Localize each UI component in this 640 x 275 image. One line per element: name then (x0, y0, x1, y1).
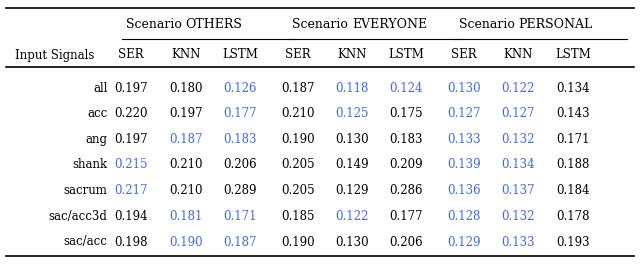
Text: 0.210: 0.210 (281, 107, 314, 120)
Text: 0.129: 0.129 (447, 235, 481, 249)
Text: 0.128: 0.128 (447, 210, 481, 223)
Text: 0.188: 0.188 (556, 158, 589, 172)
Text: 0.206: 0.206 (390, 235, 423, 249)
Text: 0.143: 0.143 (556, 107, 589, 120)
Text: SER: SER (285, 48, 310, 62)
Text: Scenario: Scenario (125, 18, 186, 31)
Text: Scenario: Scenario (292, 18, 352, 31)
Text: OTHERS: OTHERS (186, 18, 243, 31)
Text: SER: SER (118, 48, 144, 62)
Text: 0.193: 0.193 (556, 235, 589, 249)
Text: 0.177: 0.177 (223, 107, 257, 120)
Text: 0.171: 0.171 (223, 210, 257, 223)
Text: 0.190: 0.190 (169, 235, 202, 249)
Text: 0.215: 0.215 (115, 158, 148, 172)
Text: LSTM: LSTM (222, 48, 258, 62)
Text: 0.194: 0.194 (115, 210, 148, 223)
Text: SER: SER (451, 48, 477, 62)
Text: 0.198: 0.198 (115, 235, 148, 249)
Text: shank: shank (72, 158, 108, 172)
Text: 0.126: 0.126 (223, 81, 257, 95)
Text: 0.130: 0.130 (335, 235, 369, 249)
Text: Scenario: Scenario (458, 18, 518, 31)
Text: KNN: KNN (504, 48, 533, 62)
Text: 0.206: 0.206 (223, 158, 257, 172)
Text: 0.217: 0.217 (115, 184, 148, 197)
Text: 0.205: 0.205 (281, 158, 314, 172)
Text: 0.132: 0.132 (502, 210, 535, 223)
Text: 0.127: 0.127 (502, 107, 535, 120)
Text: 0.197: 0.197 (115, 81, 148, 95)
Text: 0.205: 0.205 (281, 184, 314, 197)
Text: KNN: KNN (337, 48, 367, 62)
Text: PERSONAL: PERSONAL (518, 18, 593, 31)
Text: ang: ang (86, 133, 108, 146)
Text: 0.122: 0.122 (335, 210, 369, 223)
Text: 0.118: 0.118 (335, 81, 369, 95)
Text: 0.133: 0.133 (447, 133, 481, 146)
Text: 0.134: 0.134 (556, 81, 589, 95)
Text: 0.210: 0.210 (169, 158, 202, 172)
Text: 0.190: 0.190 (281, 133, 314, 146)
Text: sac/acc: sac/acc (63, 235, 108, 249)
Text: 0.289: 0.289 (223, 184, 257, 197)
Text: 0.136: 0.136 (447, 184, 481, 197)
Text: 0.124: 0.124 (390, 81, 423, 95)
Text: 0.171: 0.171 (556, 133, 589, 146)
Text: 0.130: 0.130 (447, 81, 481, 95)
Text: Input Signals: Input Signals (15, 48, 94, 62)
Text: 0.180: 0.180 (169, 81, 202, 95)
Text: EVERYONE: EVERYONE (352, 18, 427, 31)
Text: 0.184: 0.184 (556, 184, 589, 197)
Text: 0.133: 0.133 (502, 235, 535, 249)
Text: 0.177: 0.177 (390, 210, 423, 223)
Text: 0.125: 0.125 (335, 107, 369, 120)
Text: all: all (93, 81, 108, 95)
Text: 0.187: 0.187 (169, 133, 202, 146)
Text: 0.178: 0.178 (556, 210, 589, 223)
Text: 0.197: 0.197 (169, 107, 202, 120)
Text: 0.185: 0.185 (281, 210, 314, 223)
Text: 0.286: 0.286 (390, 184, 423, 197)
Text: 0.187: 0.187 (281, 81, 314, 95)
Text: acc: acc (87, 107, 108, 120)
Text: 0.134: 0.134 (502, 158, 535, 172)
Text: 0.175: 0.175 (390, 107, 423, 120)
Text: 0.137: 0.137 (502, 184, 535, 197)
Text: 0.187: 0.187 (223, 235, 257, 249)
Text: 0.190: 0.190 (281, 235, 314, 249)
Text: 0.181: 0.181 (169, 210, 202, 223)
Text: 0.149: 0.149 (335, 158, 369, 172)
Text: 0.220: 0.220 (115, 107, 148, 120)
Text: LSTM: LSTM (388, 48, 424, 62)
Text: 0.129: 0.129 (335, 184, 369, 197)
Text: 0.139: 0.139 (447, 158, 481, 172)
Text: 0.197: 0.197 (115, 133, 148, 146)
Text: 0.132: 0.132 (502, 133, 535, 146)
Text: 0.210: 0.210 (169, 184, 202, 197)
Text: sac/acc3d: sac/acc3d (49, 210, 108, 223)
Text: 0.183: 0.183 (223, 133, 257, 146)
Text: 0.209: 0.209 (390, 158, 423, 172)
Text: 0.122: 0.122 (502, 81, 535, 95)
Text: 0.127: 0.127 (447, 107, 481, 120)
Text: sacrum: sacrum (63, 184, 108, 197)
Text: 0.183: 0.183 (390, 133, 423, 146)
Text: KNN: KNN (171, 48, 200, 62)
Text: 0.130: 0.130 (335, 133, 369, 146)
Text: LSTM: LSTM (555, 48, 591, 62)
